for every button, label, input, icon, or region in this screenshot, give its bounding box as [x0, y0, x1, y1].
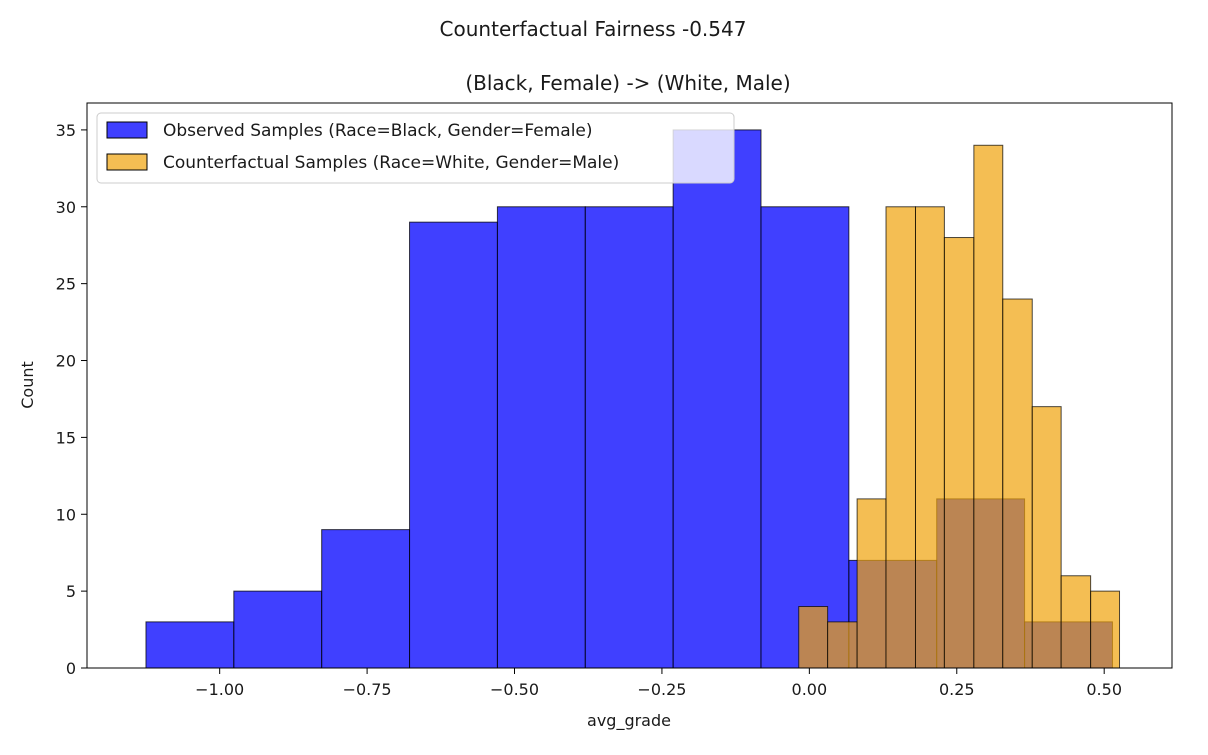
y-tick-label: 5: [66, 582, 76, 601]
histogram-bar-series-0-bin-3: [409, 221, 498, 669]
legend-swatch-observed: [106, 121, 148, 139]
x-tick-label: 0.00: [792, 680, 828, 699]
histogram-bar-series-0-bin-4: [496, 206, 586, 669]
chart-suptitle: Counterfactual Fairness -0.547: [440, 17, 747, 41]
histogram-bar-series-1-bin-7: [1002, 298, 1033, 669]
y-tick-label: 10: [56, 505, 76, 524]
y-tick-label: 35: [56, 121, 76, 140]
x-axis: −1.00 −0.75 −0.50 −0.25 0.00 0.25 0.50: [195, 668, 1122, 699]
y-axis-label: Count: [18, 361, 37, 409]
chart-title: (Black, Female) -> (White, Male): [465, 71, 790, 95]
histogram-bar-series-1-bin-6: [973, 144, 1004, 669]
y-tick-label: 0: [66, 659, 76, 678]
x-axis-label: avg_grade: [587, 711, 671, 731]
histogram-bar-series-1-bin-9: [1060, 575, 1092, 669]
histogram-bar-series-1-bin-3: [885, 206, 916, 669]
y-tick-label: 20: [56, 352, 76, 371]
x-tick-label: −0.75: [343, 680, 392, 699]
x-tick-label: −0.25: [637, 680, 686, 699]
x-tick-label: −0.50: [490, 680, 539, 699]
histogram-bar-series-1-bin-1: [827, 621, 858, 669]
histogram-bar-series-1-bin-4: [914, 206, 945, 669]
histogram-bar-series-1-bin-2: [856, 498, 887, 669]
legend-swatch-counterfactual: [106, 153, 148, 171]
y-tick-label: 25: [56, 275, 76, 294]
x-tick-label: 0.50: [1086, 680, 1122, 699]
histogram-bar-series-1-bin-8: [1031, 406, 1062, 669]
histogram-bar-series-0-bin-6: [672, 129, 762, 669]
x-tick-label: −1.00: [195, 680, 244, 699]
histogram-bar-series-1-bin-5: [943, 237, 975, 669]
plot-frame: [86, 102, 1173, 669]
legend-label-observed: Observed Samples (Race=Black, Gender=Fem…: [163, 121, 593, 141]
histogram-bar-series-0-bin-1: [233, 590, 323, 669]
histogram-bar-series-0-bin-0: [145, 621, 235, 669]
histogram-bar-series-0-bin-5: [584, 206, 674, 669]
legend: Observed Samples (Race=Black, Gender=Fem…: [96, 112, 735, 184]
y-axis: 0 5 10 15 20 25 30 35: [56, 121, 87, 678]
y-tick-label: 30: [56, 198, 76, 217]
y-tick-label: 15: [56, 428, 76, 447]
histogram-bar-series-1-bin-10: [1090, 590, 1121, 669]
x-tick-label: 0.25: [939, 680, 975, 699]
legend-label-counterfactual: Counterfactual Samples (Race=White, Gend…: [163, 153, 619, 173]
histogram-bar-series-1-bin-0: [798, 606, 829, 669]
legend-box: [96, 112, 735, 184]
histogram-bar-series-0-bin-2: [321, 529, 411, 669]
histogram-bar-series-0-bin-7: [760, 206, 850, 669]
bars-layer: [145, 129, 1121, 669]
